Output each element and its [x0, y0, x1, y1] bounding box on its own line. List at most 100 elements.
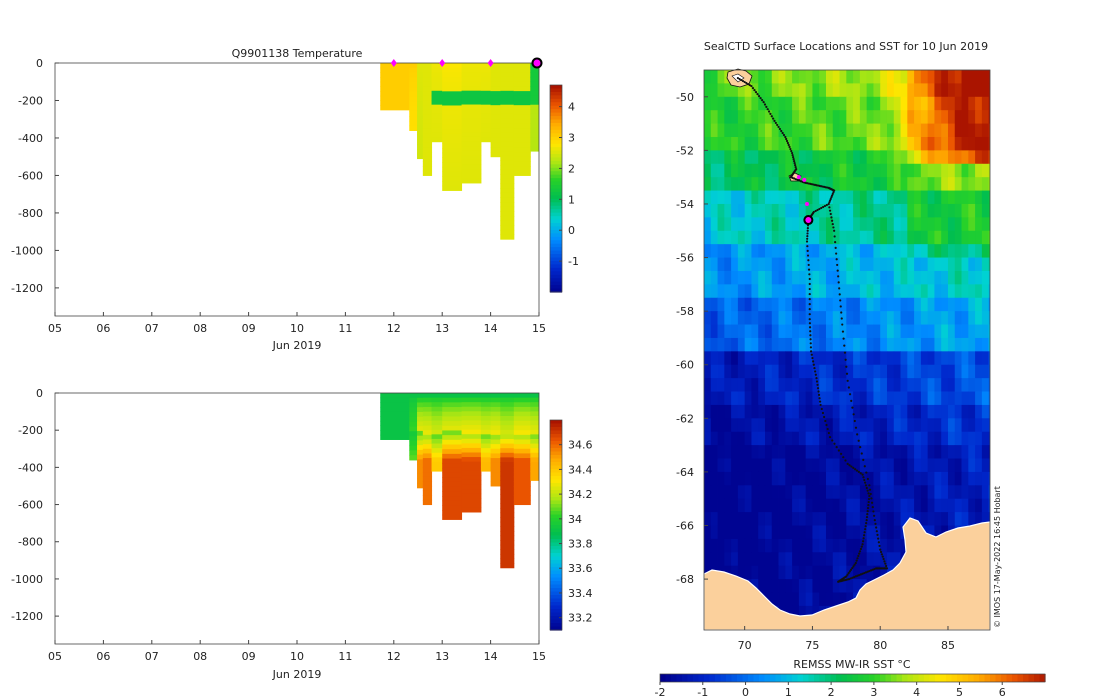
sst-cell: [961, 512, 969, 526]
track-point: [853, 575, 856, 579]
sst-cell: [832, 190, 840, 205]
track-point: [763, 103, 767, 106]
sst-cell: [853, 378, 861, 392]
track-point: [791, 153, 794, 157]
sst-cell: [975, 498, 983, 513]
sst-cell: [717, 431, 725, 446]
track-point: [847, 571, 850, 575]
sst-cell: [853, 203, 861, 218]
colorbar-swatch: [550, 243, 562, 248]
data-cell: [500, 503, 515, 509]
x-tick-label: 70: [738, 639, 752, 652]
colorbar-swatch: [792, 674, 799, 682]
sst-cell: [873, 512, 881, 526]
sst-cell: [907, 471, 915, 486]
track-point: [841, 323, 844, 326]
sst-cell: [778, 217, 786, 232]
sst-cell: [710, 311, 718, 325]
sst-cell: [764, 404, 773, 419]
sst-cell: [947, 217, 956, 232]
colorbar-swatch: [676, 674, 683, 682]
data-cell: [530, 393, 539, 399]
data-cell: [490, 77, 501, 83]
sst-cell: [737, 123, 746, 138]
sst-cell: [947, 445, 956, 459]
sst-cell: [914, 96, 922, 111]
sst-cell: [893, 284, 901, 299]
colorbar-swatch: [764, 674, 771, 682]
sst-cell: [798, 605, 807, 620]
sst-cell: [724, 498, 732, 513]
sst-cell: [975, 297, 983, 312]
sst-cell: [968, 123, 976, 138]
sst-cell: [704, 538, 712, 553]
sst-cell: [961, 418, 969, 433]
data-cell: [500, 109, 515, 115]
sst-cell: [920, 378, 929, 392]
sst-cell: [751, 270, 759, 285]
sst-cell: [764, 284, 773, 299]
colorbar-swatch: [550, 609, 562, 614]
data-cell: [500, 123, 515, 129]
sst-cell: [812, 458, 820, 473]
sst-cell: [947, 311, 956, 325]
sst-cell: [710, 552, 718, 567]
data-cell: [417, 393, 424, 399]
colorbar-swatch: [550, 126, 562, 131]
colorbar-swatch: [550, 476, 562, 481]
sst-cell: [900, 485, 908, 500]
sst-cell: [771, 230, 779, 245]
sst-cell: [731, 445, 739, 459]
track-point: [814, 370, 817, 373]
data-cell: [417, 421, 424, 427]
sst-cell: [798, 391, 807, 406]
sst-cell: [839, 83, 847, 98]
sst-cell: [764, 391, 773, 406]
sst-cell: [914, 297, 922, 312]
sst-cell: [947, 364, 956, 379]
x-tick-label: 15: [532, 650, 546, 663]
sst-cell: [785, 351, 793, 366]
data-cell: [417, 449, 424, 456]
sst-cell: [880, 177, 888, 191]
sst-cell: [880, 324, 888, 339]
sst-cell: [880, 110, 888, 124]
sst-cell: [832, 538, 840, 553]
sst-cell: [914, 177, 922, 191]
sst-cell: [927, 525, 935, 540]
y-tick-label: -54: [676, 198, 694, 211]
sst-cell: [988, 351, 990, 366]
data-cell: [422, 170, 433, 176]
sst-cell: [764, 351, 773, 366]
data-cell: [513, 439, 531, 445]
sst-cell: [751, 364, 759, 379]
track-point: [863, 465, 866, 468]
sst-cell: [771, 270, 779, 285]
sst-cell: [737, 351, 746, 366]
sst-cell: [785, 378, 793, 392]
sst-cell: [785, 230, 793, 245]
data-cell: [431, 95, 443, 101]
sst-cell: [819, 552, 827, 567]
sst-cell: [981, 404, 990, 419]
data-cell: [490, 430, 501, 436]
data-cell: [380, 425, 410, 431]
sst-cell: [941, 230, 949, 245]
sst-cell: [812, 324, 820, 339]
sst-cell: [900, 378, 908, 392]
sst-cell: [744, 378, 752, 392]
track-point: [845, 372, 849, 375]
sst-cell: [812, 485, 820, 500]
track-point: [840, 317, 843, 320]
colorbar-tick-label: 2: [568, 162, 575, 175]
sst-cell: [961, 337, 969, 352]
data-cell: [431, 448, 443, 454]
sst-cell: [853, 324, 861, 339]
sst-cell: [812, 83, 820, 98]
sst-cell: [704, 552, 712, 567]
track-point: [862, 458, 865, 461]
current-profile-marker: [531, 57, 543, 69]
sst-cell: [920, 244, 929, 258]
data-cell: [490, 425, 501, 431]
data-cell: [442, 435, 463, 441]
